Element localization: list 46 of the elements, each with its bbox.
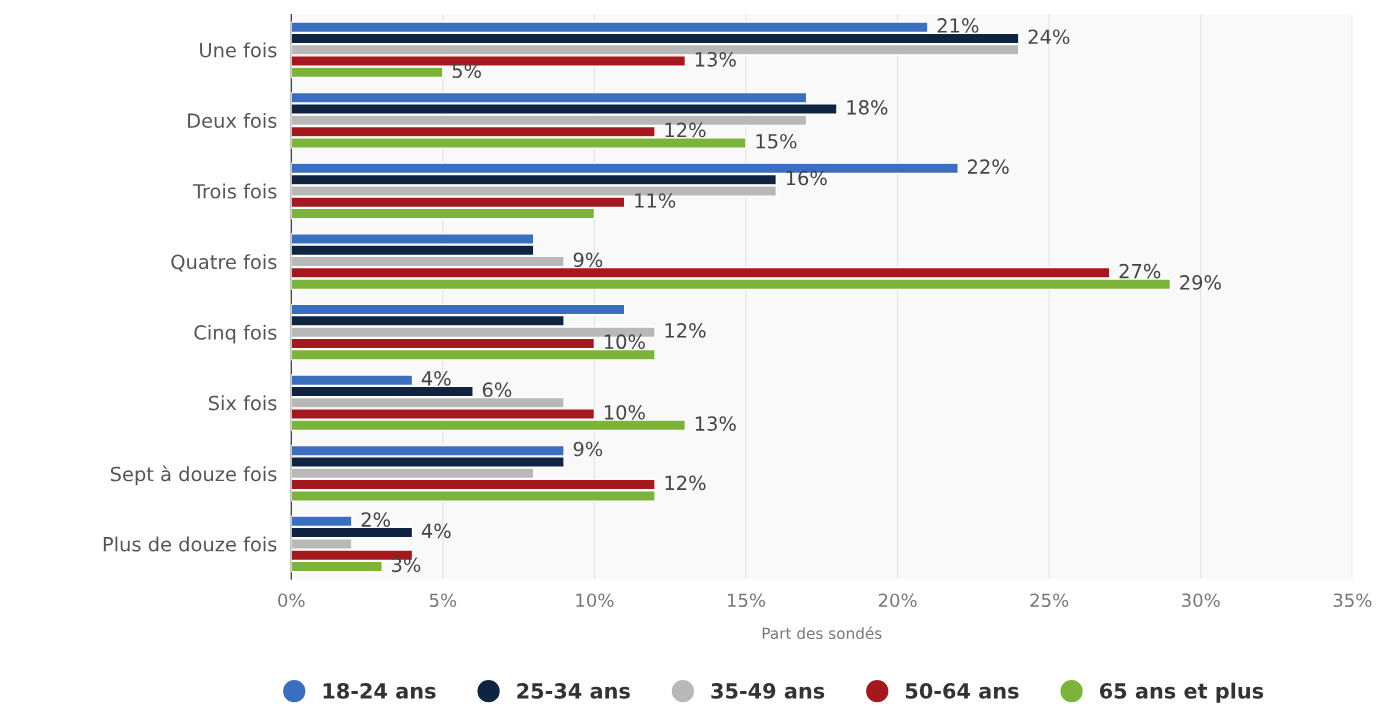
x-tick-label: 25% <box>1030 593 1069 608</box>
y-tick-label: Six fois <box>208 395 277 411</box>
x-tick-label: 5% <box>429 593 457 608</box>
x-tick-label: 10% <box>576 593 614 608</box>
data-label: 4% <box>421 371 451 386</box>
y-tick-label: Plus de douze fois <box>103 536 277 552</box>
legend-label: 18-24 ans <box>323 683 436 699</box>
data-label: 3% <box>392 557 421 573</box>
legend-label: 25-34 ans <box>517 683 630 699</box>
y-tick-label: Deux fois <box>188 112 277 129</box>
data-label: 22% <box>967 159 1009 175</box>
data-label: 9% <box>573 252 603 268</box>
data-label: 27% <box>1119 263 1161 279</box>
x-tick-label: 35% <box>1333 593 1372 608</box>
data-label: 9% <box>573 441 603 457</box>
data-label: 16% <box>786 170 827 186</box>
data-label: 15% <box>756 133 797 149</box>
data-label: 11% <box>635 193 676 208</box>
data-label: 12% <box>665 475 706 491</box>
data-label: 10% <box>604 404 645 420</box>
legend-label: 35-49 ans <box>711 683 825 699</box>
x-tick-label: 0% <box>278 593 305 608</box>
y-tick-label: Sept à douze fois <box>110 465 277 486</box>
y-tick-label: Trois fois <box>192 183 277 199</box>
y-tick-label: Cinq fois <box>194 324 277 344</box>
data-label: 2% <box>361 512 391 527</box>
legend-label: 50-64 ans <box>905 683 1019 699</box>
legend-label: 65 ans et plus <box>1099 682 1264 703</box>
data-label: 21% <box>937 18 979 33</box>
x-tick-label: 20% <box>878 593 917 608</box>
y-tick-label: Une fois <box>200 42 277 58</box>
data-label: 18% <box>847 100 888 115</box>
data-label: 10% <box>604 334 645 350</box>
data-label: 6% <box>482 382 512 398</box>
data-label: 12% <box>665 323 706 338</box>
data-label: 5% <box>452 63 481 79</box>
data-label: 24% <box>1028 29 1070 45</box>
data-label: 13% <box>695 52 736 67</box>
y-tick-label: Quatre fois <box>171 254 277 272</box>
data-label: 12% <box>665 122 706 138</box>
x-tick-label: 30% <box>1182 593 1220 608</box>
data-label: 29% <box>1180 275 1221 290</box>
x-tick-label: 15% <box>727 593 766 608</box>
data-label: 4% <box>421 523 451 539</box>
data-label: 13% <box>695 416 736 431</box>
x-axis-title: Part des sondés <box>762 626 882 640</box>
